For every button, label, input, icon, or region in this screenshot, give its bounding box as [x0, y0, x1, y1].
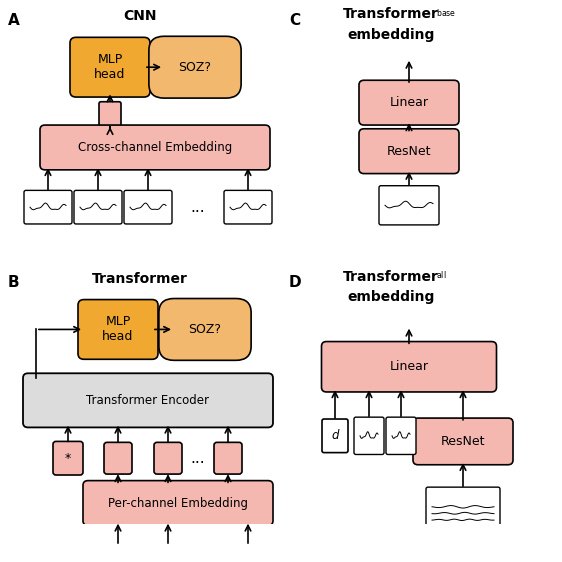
FancyBboxPatch shape: [379, 185, 439, 225]
Text: Transformer: Transformer: [343, 270, 439, 284]
FancyBboxPatch shape: [359, 129, 459, 174]
FancyBboxPatch shape: [159, 298, 251, 360]
Text: ResNet: ResNet: [441, 435, 485, 448]
Text: $_\mathrm{base}$: $_\mathrm{base}$: [436, 7, 456, 20]
Text: ...: ...: [191, 200, 205, 215]
Text: CNN: CNN: [123, 10, 157, 24]
FancyBboxPatch shape: [24, 191, 72, 224]
FancyBboxPatch shape: [224, 191, 272, 224]
Text: embedding: embedding: [347, 290, 434, 304]
FancyBboxPatch shape: [354, 417, 384, 455]
FancyBboxPatch shape: [321, 342, 496, 392]
FancyBboxPatch shape: [83, 481, 273, 525]
Text: ...: ...: [201, 554, 215, 562]
Text: Linear: Linear: [389, 360, 428, 373]
Text: *: *: [65, 452, 71, 465]
FancyBboxPatch shape: [426, 487, 500, 537]
Text: ...: ...: [191, 451, 205, 466]
FancyBboxPatch shape: [214, 442, 242, 474]
FancyBboxPatch shape: [359, 80, 459, 125]
Text: Transformer: Transformer: [343, 7, 439, 21]
FancyBboxPatch shape: [224, 544, 272, 562]
Text: SOZ?: SOZ?: [179, 61, 211, 74]
FancyBboxPatch shape: [144, 544, 192, 562]
Text: D: D: [289, 275, 302, 291]
Text: B: B: [8, 275, 20, 291]
Text: Transformer Encoder: Transformer Encoder: [87, 394, 210, 407]
FancyBboxPatch shape: [53, 441, 83, 475]
Text: ResNet: ResNet: [387, 144, 431, 158]
FancyBboxPatch shape: [149, 37, 241, 98]
FancyBboxPatch shape: [322, 419, 348, 452]
FancyBboxPatch shape: [74, 191, 122, 224]
FancyBboxPatch shape: [40, 125, 270, 170]
Text: $_\mathrm{all}$: $_\mathrm{all}$: [436, 270, 447, 282]
FancyBboxPatch shape: [23, 373, 273, 428]
FancyBboxPatch shape: [94, 544, 142, 562]
FancyBboxPatch shape: [154, 442, 182, 474]
Text: A: A: [8, 13, 20, 28]
Text: Linear: Linear: [389, 96, 428, 109]
Text: d: d: [331, 429, 339, 442]
FancyBboxPatch shape: [78, 300, 158, 359]
Text: SOZ?: SOZ?: [188, 323, 221, 336]
FancyBboxPatch shape: [70, 37, 150, 97]
Text: Per-channel Embedding: Per-channel Embedding: [108, 496, 248, 510]
FancyBboxPatch shape: [386, 417, 416, 455]
Text: Transformer: Transformer: [92, 271, 188, 285]
FancyBboxPatch shape: [104, 442, 132, 474]
Text: embedding: embedding: [347, 28, 434, 42]
FancyBboxPatch shape: [124, 191, 172, 224]
FancyBboxPatch shape: [99, 102, 121, 126]
Text: MLP
head: MLP head: [102, 315, 134, 343]
Text: Cross-channel Embedding: Cross-channel Embedding: [78, 141, 232, 154]
FancyBboxPatch shape: [413, 418, 513, 465]
Text: MLP
head: MLP head: [94, 53, 126, 81]
Text: C: C: [289, 13, 300, 28]
